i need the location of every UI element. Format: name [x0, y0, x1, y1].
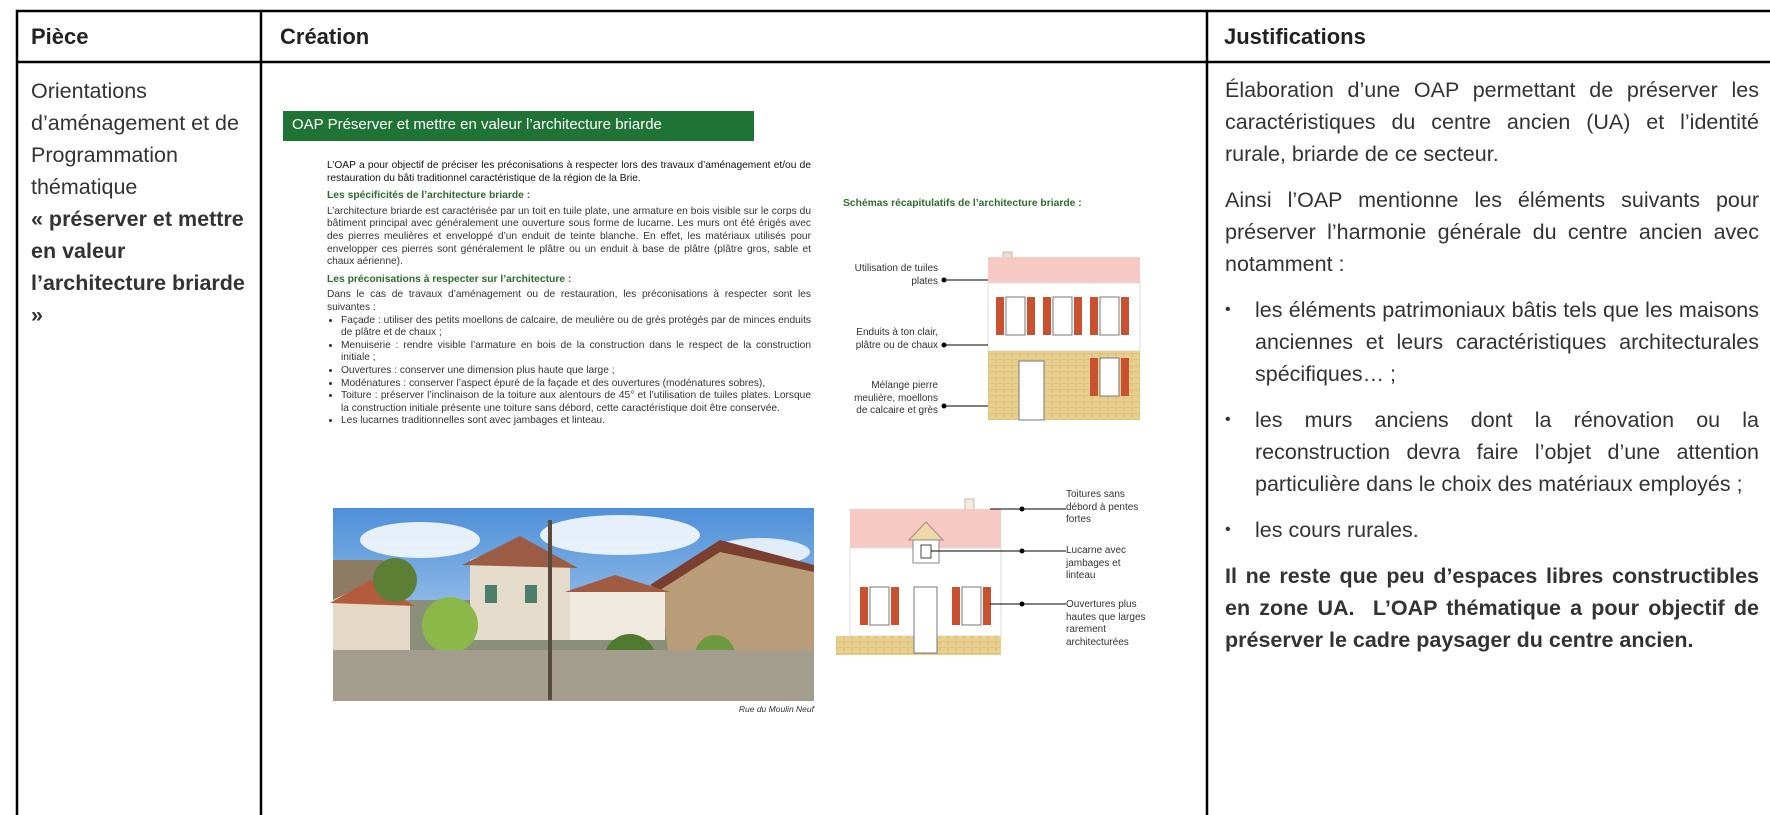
section-heading: Les spécificités de l’architecture briar… [327, 190, 531, 202]
piece-emphasis: « préserver et mettre en valeur l’archit… [31, 207, 245, 327]
recommendation: Toiture : préserver l’inclinaison de la … [341, 390, 811, 415]
schema-label: Enduits à ton clair, plâtre ou de chaux [855, 327, 938, 351]
recommendation: Les lucarnes traditionnelles sont avec j… [341, 415, 811, 428]
piece-cell: Orientations d’aménagement et de Program… [31, 75, 246, 331]
recommendations: Façade : utiliser des petits moellons de… [327, 315, 811, 428]
section-heading: Les préconisations à respecter sur l’arc… [327, 273, 572, 285]
justification-paragraph: Élaboration d’une OAP permettant de prés… [1225, 78, 1759, 166]
house-schema-2 [836, 498, 1066, 655]
oap-document: L’OAP a pour objectif de préciser les pr… [327, 160, 811, 428]
schema-label: Toitures sans débord à pentes fortes [1066, 489, 1139, 525]
street-photo [330, 508, 814, 701]
justification-item: les éléments patrimoniaux bâtis tels que… [1225, 294, 1759, 390]
schema-label: Mélange pierre meulière, moellons de cal… [854, 380, 938, 416]
header-creation: Création [280, 24, 370, 49]
recommendation: Ouvertures : conserver une dimension plu… [341, 365, 811, 378]
photo-caption: Rue du Moulin Neuf [738, 704, 814, 714]
header-justifications: Justifications [1224, 24, 1366, 49]
house-schema-1 [941, 251, 1141, 421]
recommendation: Modénatures : conserver l’aspect épuré d… [341, 378, 811, 391]
oap-intro: L’OAP a pour objectif de préciser les pr… [327, 160, 811, 184]
section-text: Dans le cas de travaux d’aménagement ou … [327, 289, 811, 313]
schema-label: Utilisation de tuiles plates [854, 263, 938, 287]
recommendation: Menuiserie : rendre visible l’armature e… [341, 340, 811, 365]
justification-conclusion: Il ne reste que peu d’espaces libres con… [1225, 564, 1765, 652]
justification-list: les éléments patrimoniaux bâtis tels que… [1225, 294, 1759, 546]
schema-label: Lucarne avec jambages et linteau [1066, 545, 1127, 581]
header-piece: Pièce [31, 24, 89, 49]
justification-item: les murs anciens dont la rénovation ou l… [1225, 404, 1759, 500]
justification-paragraph: Ainsi l’OAP mentionne les éléments suiva… [1225, 188, 1759, 276]
recommendation: Façade : utiliser des petits moellons de… [341, 315, 811, 340]
schemas-title: Schémas récapitulatifs de l’architecture… [843, 198, 1082, 209]
piece-text: Orientations d’aménagement et de Program… [31, 79, 239, 199]
oap-banner: OAP Préserver et mettre en valeur l’arch… [292, 116, 662, 133]
justification-item: les cours rurales. [1225, 514, 1759, 546]
justifications-cell: Élaboration d’une OAP permettant de prés… [1225, 74, 1759, 670]
section-text: L’architecture briarde est caractérisée … [327, 205, 811, 268]
schema-label: Ouvertures plus hautes que larges rareme… [1066, 599, 1146, 648]
